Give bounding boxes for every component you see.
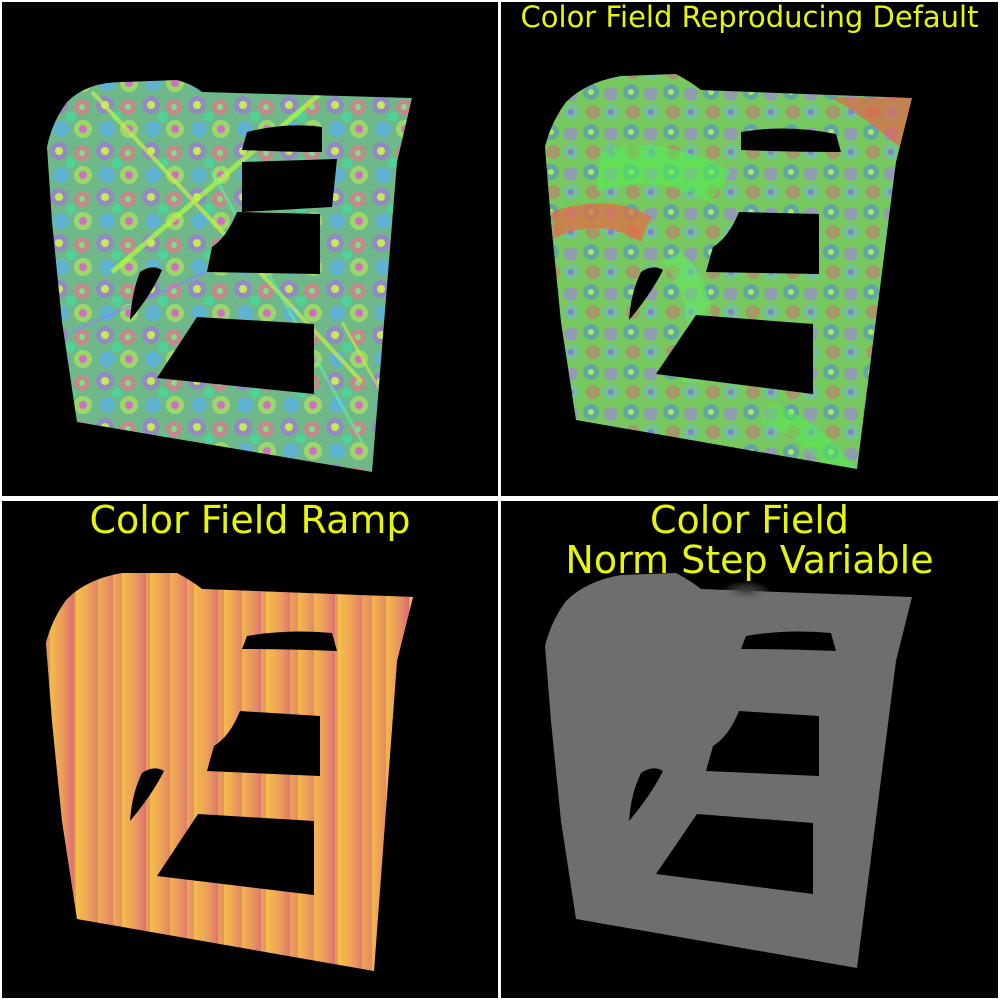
caption-line-2: Norm Step Variable: [565, 537, 934, 582]
textured-object-norm-step-variable: [545, 573, 912, 968]
textured-object-ramp: [46, 573, 413, 971]
viewport-top-right: Color Field Reproducing Default: [501, 2, 998, 496]
viewport-top-left: [2, 2, 498, 496]
caption-line-1: Color Field: [650, 501, 849, 542]
textured-object-rainbow: [47, 80, 412, 472]
textured-object-reproducing-default: [545, 74, 912, 469]
viewport-bottom-left: Color Field Ramp: [2, 501, 498, 998]
panel-caption-norm-step-variable: Color Field Norm Step Variable: [501, 501, 998, 581]
panel-caption-reproducing-default: Color Field Reproducing Default: [520, 2, 979, 34]
viewport-bottom-right: Color Field Norm Step Variable: [501, 501, 998, 998]
panel-caption-ramp: Color Field Ramp: [89, 501, 411, 542]
